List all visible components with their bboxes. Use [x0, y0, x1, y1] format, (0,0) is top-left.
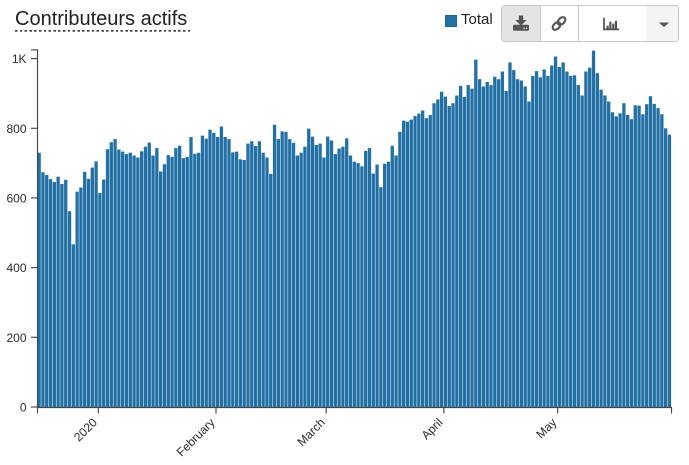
svg-text:0: 0 [20, 401, 27, 415]
svg-text:800: 800 [6, 122, 26, 136]
svg-text:600: 600 [6, 192, 26, 206]
svg-text:March: March [294, 415, 327, 448]
svg-text:February: February [174, 415, 218, 459]
svg-text:200: 200 [6, 331, 26, 345]
svg-text:400: 400 [6, 261, 26, 275]
svg-text:2020: 2020 [71, 415, 100, 444]
svg-text:1K: 1K [12, 52, 27, 66]
svg-text:April: April [419, 415, 446, 442]
svg-text:May: May [533, 415, 559, 441]
